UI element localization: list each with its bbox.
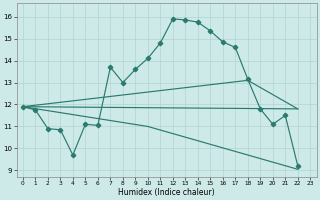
X-axis label: Humidex (Indice chaleur): Humidex (Indice chaleur) bbox=[118, 188, 215, 197]
